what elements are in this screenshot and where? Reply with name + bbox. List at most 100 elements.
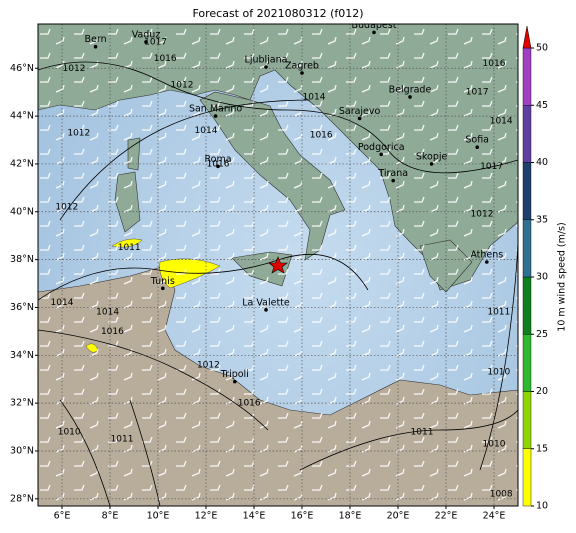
isobar-label: 1010 <box>487 368 510 378</box>
city-label: Sofia <box>465 135 489 146</box>
isobar-label: 1011 <box>487 308 510 318</box>
colorbar-segment <box>522 448 532 507</box>
city-marker <box>485 260 489 264</box>
isobar-label: 1010 <box>58 427 81 437</box>
colorbar-segment <box>522 334 532 392</box>
city-marker <box>216 164 220 169</box>
city-marker <box>144 40 148 44</box>
x-tick-label: 14°E <box>243 511 266 522</box>
city-marker <box>391 178 396 183</box>
city-label: Bern <box>85 34 107 45</box>
isobar-label: 1012 <box>55 202 78 212</box>
isobar-label: 1017 <box>466 88 489 98</box>
y-tick-label: 38°N <box>10 254 34 265</box>
city-label: Tirana <box>377 168 408 179</box>
colorbar-label: 10 m wind speed (m/s) <box>557 222 568 331</box>
x-tick-label: 10°E <box>147 511 170 522</box>
colorbar-segment <box>522 162 532 220</box>
colorbar-tick-label: 30 <box>536 272 548 283</box>
isobar-label: 1016 <box>101 327 124 337</box>
y-tick-label: 28°N <box>10 493 34 504</box>
city-marker <box>264 308 268 312</box>
isobar-label: 1016 <box>154 54 177 64</box>
colorbar-segment <box>522 105 532 163</box>
y-tick-label: 44°N <box>10 111 34 122</box>
isobar-label: 1012 <box>63 64 86 74</box>
isobar-label: 1016 <box>483 59 506 69</box>
colorbar-segment <box>522 276 532 335</box>
y-tick-label: 40°N <box>10 206 34 217</box>
city-marker <box>379 152 384 157</box>
isobars <box>38 61 518 506</box>
map-frame <box>37 23 519 507</box>
colorbar-segment <box>522 47 532 106</box>
city-marker <box>408 95 412 99</box>
city-label: Skopje <box>416 151 448 162</box>
epicenter-marker <box>268 256 288 274</box>
isobar-label: 1011 <box>411 427 434 437</box>
city-marker <box>429 162 434 166</box>
colorbar-extension <box>522 25 532 49</box>
isobar-label: 1014 <box>195 126 218 136</box>
isobar-label: 1011 <box>118 243 141 253</box>
city-label: Vaduz <box>132 29 161 40</box>
x-tick-label: 24°E <box>483 511 506 522</box>
city-label: Budapest <box>352 20 397 31</box>
y-tick-label: 42°N <box>10 158 34 169</box>
city-label: Athens <box>470 250 503 261</box>
x-tick-label: 6°E <box>54 511 71 522</box>
isobar-label: 1016 <box>207 159 230 169</box>
isobar-label: 1012 <box>171 80 194 90</box>
x-tick-label: 12°E <box>195 511 218 522</box>
isobar-label: 1012 <box>67 128 90 138</box>
colorbar-tick-label: 50 <box>536 43 548 54</box>
isobar-label: 1014 <box>96 308 119 318</box>
city-marker <box>161 286 165 291</box>
x-tick-label: 18°E <box>339 511 362 522</box>
isobar-label: 1016 <box>310 131 333 141</box>
city-marker <box>475 145 480 149</box>
colorbar: 10 15 20 25 30 35 40 45 50 10 m wind speed (m/s) <box>522 25 568 512</box>
city-label: Tunis <box>150 276 175 287</box>
isobar-label: 1016 <box>238 399 261 409</box>
y-tick-label: 46°N <box>10 63 34 74</box>
colorbar-tick-label: 45 <box>536 100 548 111</box>
isobar-label: 1012 <box>471 210 494 220</box>
colorbar-tick-label: 10 <box>536 501 548 512</box>
city-marker <box>233 379 237 384</box>
city-label: Podgorica <box>358 142 405 153</box>
city-label: Roma <box>204 154 231 165</box>
colorbar-tick-label: 15 <box>536 443 548 454</box>
city-marker <box>264 65 268 69</box>
isobar-label: 1008 <box>490 490 513 500</box>
city-marker <box>372 30 376 35</box>
isobar-labels: 1012 1016 1017 1012 1014 1014 1016 1016 1012 1012… <box>51 37 513 499</box>
city-label: Belgrade <box>389 84 432 95</box>
city-label: La Valette <box>242 297 290 308</box>
isobar-label: 1011 <box>111 435 134 445</box>
city-marker <box>93 44 98 49</box>
colorbar-tick-label: 35 <box>536 214 548 225</box>
isobar-label: 1017 <box>480 162 503 172</box>
grid <box>38 24 518 506</box>
colorbar-segment <box>522 219 532 278</box>
y-tick-label: 30°N <box>10 445 34 456</box>
city-label: San Marino <box>189 104 242 115</box>
map-title: Forecast of 2021080312 (f012) <box>192 7 363 20</box>
isobar-label: 1017 <box>144 37 167 47</box>
x-tick-label: 8°E <box>102 511 119 522</box>
x-tick-label: 16°E <box>291 511 314 522</box>
x-tick-label: 22°E <box>435 511 458 522</box>
colorbar-tick-label: 20 <box>536 386 548 397</box>
city-label: Tripoli <box>220 369 249 380</box>
city-marker <box>357 116 362 121</box>
colorbar-tick-label: 25 <box>536 329 548 340</box>
isobar-label: 1010 <box>483 439 506 449</box>
city-marker <box>300 71 304 75</box>
isobar-label: 1014 <box>303 92 326 102</box>
x-tick-label: 20°E <box>387 511 410 522</box>
